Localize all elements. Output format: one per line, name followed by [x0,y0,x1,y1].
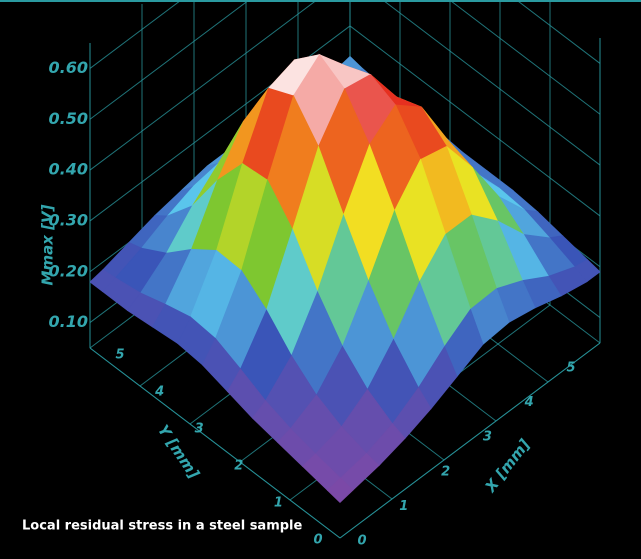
wall-grid-line [349,25,601,217]
x-tick-label: 2 [441,464,450,479]
z-tick-label: 0.20 [49,261,88,280]
x-tick-label: 3 [483,430,492,445]
y-tick-label: 2 [234,459,243,474]
y-tick-label: 0 [313,533,322,548]
caption: Local residual stress in a steel sample [22,519,303,534]
x-tick-label: 1 [399,499,408,514]
wall-grid-line [89,0,318,171]
wall-grid-line [89,0,250,120]
x-tick-label: 4 [524,395,534,410]
wall-grid-line [89,0,183,69]
y-tick-label: 1 [274,496,283,511]
z-tick-label: 0.40 [49,160,88,179]
z-tick-label: 0.30 [49,210,88,229]
wall-grid-line [448,0,601,115]
y-tick-label: 4 [154,385,164,400]
frame-edge [89,347,341,539]
z-tick-label: 0.60 [49,58,88,77]
z-axis-label: Mmax [V] [39,204,57,285]
z-tick-label: 0.50 [49,109,88,128]
frame-edge [339,342,601,539]
wall-grid-line [381,0,601,166]
x-tick-label: 0 [357,534,366,549]
wall-grid-line [515,0,601,64]
surface-cell [326,477,354,503]
y-tick-label: 5 [115,348,124,363]
y-tick-label: 3 [195,422,204,437]
surface [89,53,601,503]
x-tick-label: 5 [566,361,575,376]
z-tick-label: 0.10 [49,312,88,331]
